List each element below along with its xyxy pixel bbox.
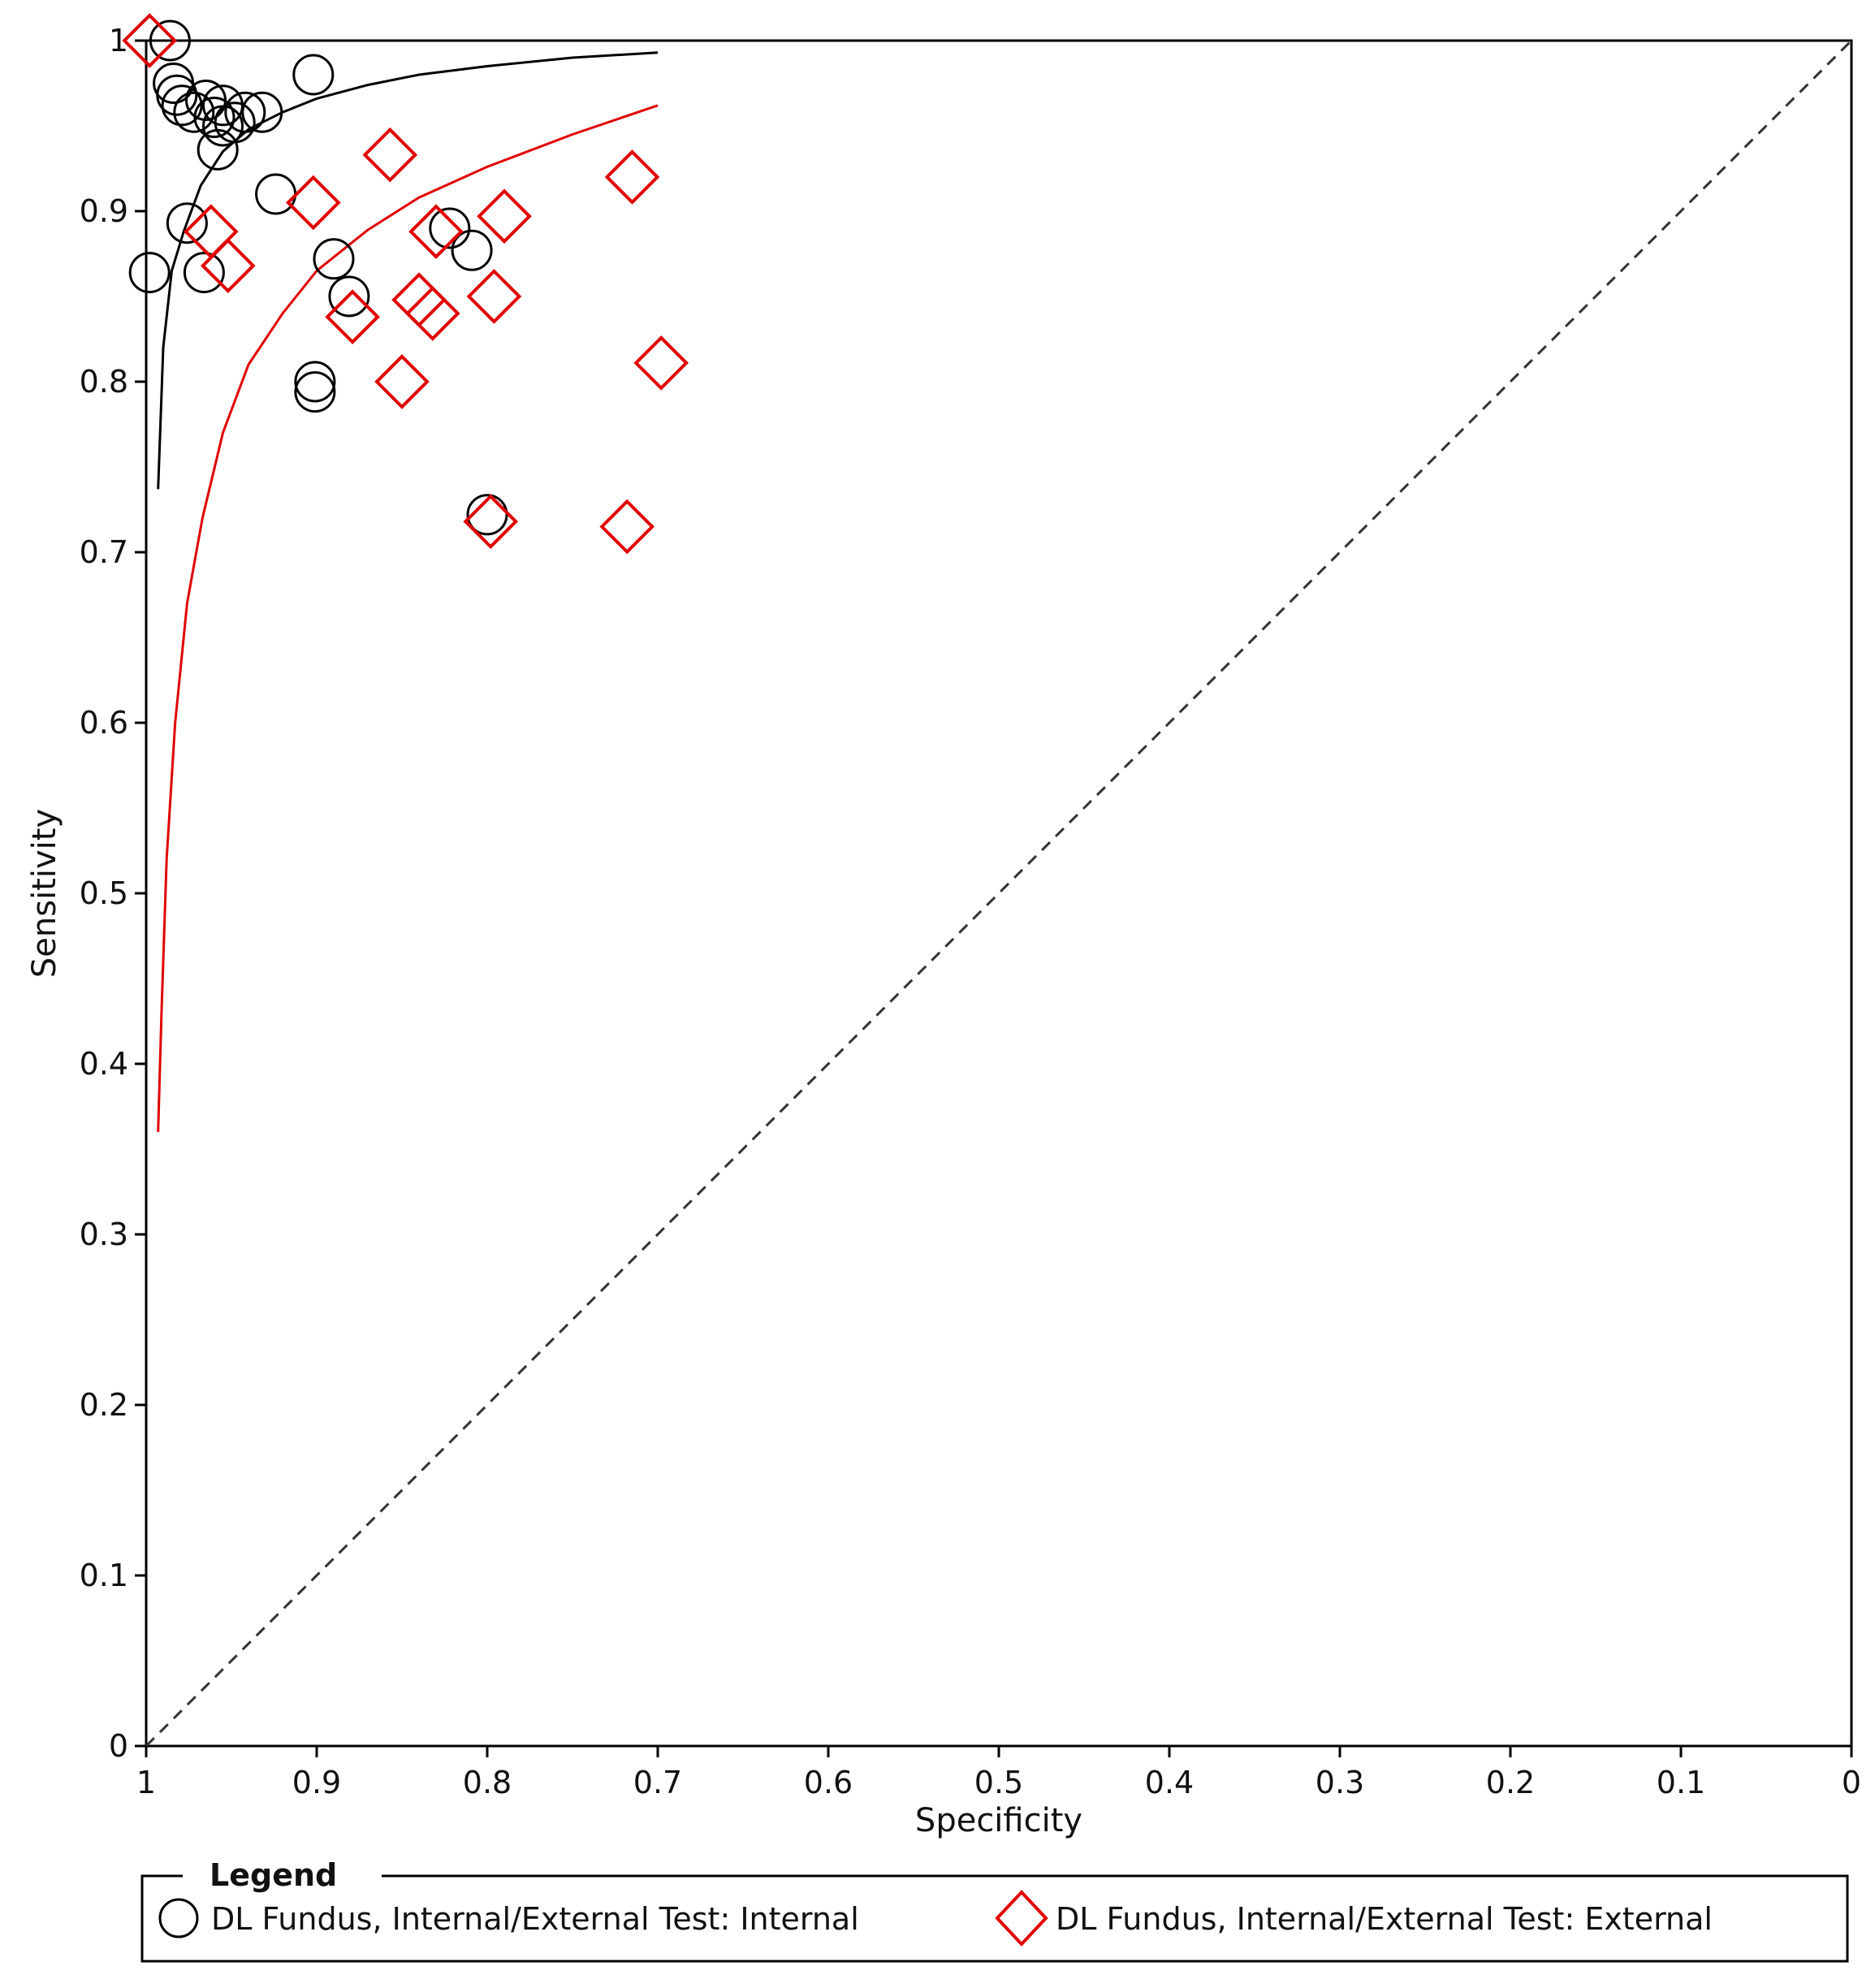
y-tick-label: 1 (109, 23, 128, 58)
external-study-point (633, 335, 689, 391)
legend: Legend DL Fundus, Internal/External Test… (140, 1857, 1849, 1963)
y-tick-label: 0.3 (80, 1217, 128, 1252)
chance-diagonal-line (145, 39, 1853, 1748)
external-study-point (362, 127, 418, 183)
internal-study-point (328, 275, 370, 318)
internal-study-point (197, 128, 239, 171)
legend-diamond-marker (995, 1890, 1048, 1947)
internal-summary-curve (157, 51, 659, 490)
internal-study-point (255, 173, 297, 215)
internal-study-point (429, 207, 471, 249)
external-summary-curve (157, 104, 659, 1133)
y-tick-label: 0 (109, 1728, 128, 1764)
y-tick-label: 0.2 (80, 1387, 128, 1423)
internal-study-point (128, 252, 171, 294)
internal-study-point (294, 371, 336, 413)
x-tick-label: 0.4 (1145, 1765, 1194, 1800)
internal-study-point (292, 54, 335, 96)
x-tick-label: 0.3 (1316, 1765, 1364, 1800)
external-study-point (599, 499, 655, 555)
internal-study-point (193, 97, 235, 138)
legend-title: Legend (210, 1857, 337, 1893)
diagonal-reference-line (145, 39, 1853, 1748)
internal-study-point (313, 238, 355, 280)
internal-study-point (294, 361, 336, 403)
summary-curves (157, 51, 659, 1133)
x-tick-label: 0.2 (1486, 1765, 1535, 1800)
legend-circle-marker (158, 1898, 199, 1938)
data-points (122, 13, 689, 555)
legend-entry-external: DL Fundus, Internal/External Test: Exter… (1056, 1901, 1713, 1937)
external-study-point (604, 149, 660, 205)
legend-entry-internal: DL Fundus, Internal/External Test: Inter… (211, 1901, 859, 1937)
y-tick-label: 0.6 (80, 705, 128, 741)
external-study-point (463, 494, 519, 550)
y-tick-label: 0.8 (80, 364, 128, 400)
external-study-point (404, 286, 460, 341)
internal-study-point (241, 91, 283, 133)
external-study-point (325, 289, 380, 345)
legend-box (140, 1874, 1849, 1963)
external-study-point (374, 354, 430, 409)
y-axis-label: Sensitivity (26, 809, 63, 978)
x-tick-label: 0.9 (292, 1765, 341, 1800)
internal-study-point (451, 229, 493, 271)
x-tick-label: 0.7 (633, 1765, 682, 1800)
internal-study-point (149, 19, 191, 62)
external-study-point (183, 204, 239, 260)
y-tick-label: 0.7 (80, 534, 128, 570)
x-tick-label: 0.1 (1657, 1765, 1705, 1800)
external-study-point (408, 204, 464, 260)
external-study-point (466, 269, 522, 324)
x-tick-label: 0.6 (804, 1765, 853, 1800)
legend-title-gap (183, 1860, 382, 1892)
external-study-point (285, 175, 341, 231)
y-tick-label: 0.4 (80, 1046, 128, 1082)
y-tick-label: 0.5 (80, 875, 128, 911)
x-axis-label: Specificity (915, 1802, 1082, 1839)
internal-study-point (173, 91, 215, 133)
x-tick-label: 1 (136, 1765, 156, 1800)
y-tick-label: 0.9 (80, 193, 128, 229)
internal-study-point (166, 202, 208, 244)
external-study-point (477, 188, 532, 244)
x-tick-label: 0.5 (974, 1765, 1023, 1800)
internal-study-point (161, 84, 203, 127)
y-tick-label: 0.1 (80, 1558, 128, 1593)
internal-study-point (224, 91, 266, 133)
x-tick-label: 0.8 (463, 1765, 512, 1800)
external-study-point (122, 13, 178, 68)
internal-study-point (156, 74, 198, 116)
axis-ticks: 1 0.9 0.8 0.7 0.6 0.5 0.4 0.3 0.2 0.1 0 0 0.1 0.2 0.3 0… (80, 23, 1862, 1800)
internal-study-point (183, 252, 225, 294)
internal-study-point (214, 102, 256, 144)
x-tick-label: 0 (1842, 1765, 1861, 1800)
external-study-point (200, 238, 256, 294)
